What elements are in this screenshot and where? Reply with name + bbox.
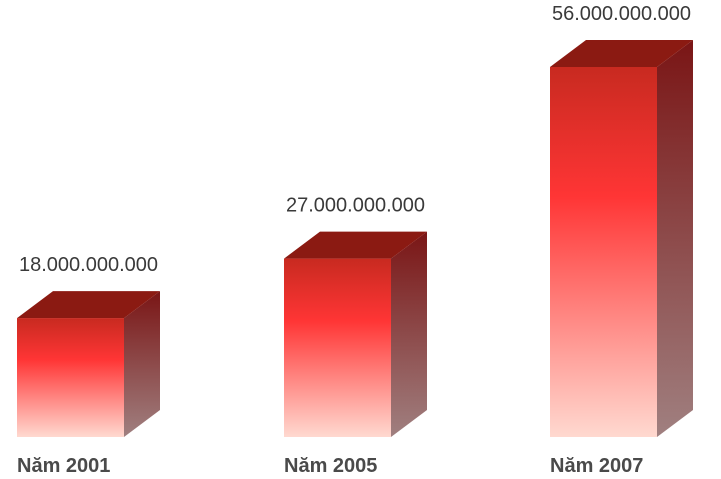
bar-side-face [391, 231, 427, 437]
bar-top-face [284, 231, 427, 259]
bar-top-face [17, 291, 160, 319]
bar-front-face [284, 258, 391, 437]
bars-group [17, 40, 693, 437]
bar-3 [550, 40, 693, 437]
bar-top-face [550, 40, 693, 67]
data-label-2: 27.000.000.000 [286, 195, 425, 217]
category-label-2: Năm 2005 [284, 455, 377, 477]
bar-2 [284, 231, 427, 437]
data-label-1: 18.000.000.000 [19, 254, 158, 276]
category-label-3: Năm 2007 [550, 455, 643, 477]
bar-front-face [17, 318, 124, 437]
bar-side-face [124, 291, 160, 437]
labels-group: 18.000.000.000 Năm 2001 27.000.000.000 Năm … [17, 3, 691, 477]
bar-1 [17, 291, 160, 437]
data-label-3: 56.000.000.000 [552, 3, 691, 25]
bar-side-face [657, 40, 693, 437]
category-label-1: Năm 2001 [17, 455, 110, 477]
bar-front-face [550, 67, 657, 437]
